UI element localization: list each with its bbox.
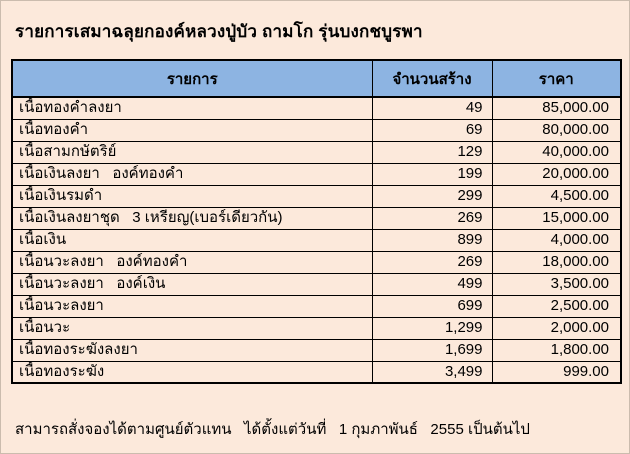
item-cell: เนื้อทองระฆังลงยา	[11, 338, 373, 362]
table-body: เนื้อทองคำลงยา 49 85,000.00 เนื้อทองคำ 69 80,…	[11, 96, 622, 384]
table-row: เนื้อทองระฆัง 3,499 999.00	[11, 360, 622, 384]
item-cell: เนื้อสามกษัตริย์	[11, 140, 373, 164]
qty-cell: 129	[371, 140, 493, 164]
table-row: เนื้อนวะ 1,299 2,000.00	[11, 316, 622, 340]
price-cell: 18,000.00	[491, 250, 622, 274]
item-cell: เนื้อนวะลงยา	[11, 294, 373, 318]
table-row: เนื้อทองคำลงยา 49 85,000.00	[11, 96, 622, 120]
table-row: เนื้อเงินลงยา องค์ทองคำ 199 20,000.00	[11, 162, 622, 186]
price-cell: 3,500.00	[491, 272, 622, 296]
item-cell: เนื้อเงินลงยาชุด 3 เหรียญ(เบอร์เดียวกัน)	[11, 206, 373, 230]
price-table: รายการ จำนวนสร้าง ราคา เนื้อทองคำลงยา 49 8…	[11, 59, 622, 384]
column-header-price: ราคา	[491, 59, 622, 98]
price-cell: 15,000.00	[491, 206, 622, 230]
table-row: เนื้อนวะลงยา องค์ทองคำ 269 18,000.00	[11, 250, 622, 274]
qty-cell: 3,499	[371, 360, 493, 384]
qty-cell: 1,699	[371, 338, 493, 362]
price-cell: 1,800.00	[491, 338, 622, 362]
price-cell: 999.00	[491, 360, 622, 384]
item-cell: เนื้อนวะ	[11, 316, 373, 340]
footer-note: สามารถสั่งจองได้ตามศูนย์ตัวแทน ได้ตั้งแต…	[15, 421, 530, 438]
table-row: เนื้อเงินรมดำ 299 4,500.00	[11, 184, 622, 208]
qty-cell: 699	[371, 294, 493, 318]
qty-cell: 1,299	[371, 316, 493, 340]
price-cell: 2,500.00	[491, 294, 622, 318]
item-cell: เนื้อนวะลงยา องค์เงิน	[11, 272, 373, 296]
qty-cell: 269	[371, 250, 493, 274]
qty-cell: 199	[371, 162, 493, 186]
column-header-item: รายการ	[11, 59, 373, 98]
column-header-qty: จำนวนสร้าง	[371, 59, 493, 98]
price-cell: 2,000.00	[491, 316, 622, 340]
table-row: เนื้อเงินลงยาชุด 3 เหรียญ(เบอร์เดียวกัน)…	[11, 206, 622, 230]
table-row: เนื้อนวะลงยา องค์เงิน 499 3,500.00	[11, 272, 622, 296]
qty-cell: 299	[371, 184, 493, 208]
price-cell: 20,000.00	[491, 162, 622, 186]
table-row: เนื้อทองคำ 69 80,000.00	[11, 118, 622, 142]
table-row: เนื้อนวะลงยา 699 2,500.00	[11, 294, 622, 318]
qty-cell: 269	[371, 206, 493, 230]
price-cell: 4,000.00	[491, 228, 622, 252]
price-cell: 4,500.00	[491, 184, 622, 208]
price-cell: 80,000.00	[491, 118, 622, 142]
qty-cell: 69	[371, 118, 493, 142]
item-cell: เนื้อนวะลงยา องค์ทองคำ	[11, 250, 373, 274]
table-row: เนื้อเงิน 899 4,000.00	[11, 228, 622, 252]
qty-cell: 499	[371, 272, 493, 296]
table-row: เนื้อทองระฆังลงยา 1,699 1,800.00	[11, 338, 622, 362]
header-row: รายการ จำนวนสร้าง ราคา	[11, 59, 622, 98]
item-cell: เนื้อเงิน	[11, 228, 373, 252]
item-cell: เนื้อทองคำ	[11, 118, 373, 142]
page-title: รายการเสมาฉลุยกองค์หลวงปู่บัว ถามโก รุ่น…	[15, 22, 423, 41]
price-cell: 85,000.00	[491, 96, 622, 120]
table-header: รายการ จำนวนสร้าง ราคา	[11, 59, 622, 98]
qty-cell: 899	[371, 228, 493, 252]
item-cell: เนื้อเงินลงยา องค์ทองคำ	[11, 162, 373, 186]
qty-cell: 49	[371, 96, 493, 120]
table-row: เนื้อสามกษัตริย์ 129 40,000.00	[11, 140, 622, 164]
item-cell: เนื้อเงินรมดำ	[11, 184, 373, 208]
item-cell: เนื้อทองคำลงยา	[11, 96, 373, 120]
price-cell: 40,000.00	[491, 140, 622, 164]
item-cell: เนื้อทองระฆัง	[11, 360, 373, 384]
